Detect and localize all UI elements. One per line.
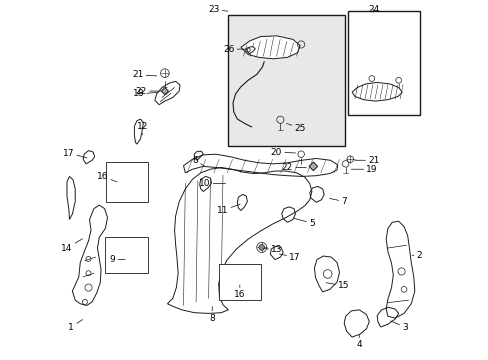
Text: 1: 1 (68, 320, 82, 332)
Text: 4: 4 (356, 335, 361, 350)
Text: 6: 6 (192, 156, 204, 166)
Text: 11: 11 (216, 204, 240, 215)
Text: 14: 14 (61, 239, 82, 253)
Text: 21: 21 (354, 156, 379, 165)
Text: 10: 10 (199, 179, 225, 188)
Text: 12: 12 (136, 122, 148, 135)
Text: 15: 15 (325, 281, 348, 290)
Circle shape (115, 180, 121, 186)
Text: 7: 7 (329, 197, 346, 206)
Text: 8: 8 (209, 306, 215, 323)
Text: 25: 25 (286, 123, 305, 132)
Circle shape (227, 281, 233, 287)
Text: 24: 24 (367, 5, 379, 14)
Text: 17: 17 (279, 253, 300, 262)
Text: 20: 20 (270, 148, 295, 157)
Text: 21: 21 (132, 71, 157, 80)
Text: 16: 16 (97, 172, 117, 182)
Bar (219, 264, 260, 300)
Text: 22: 22 (281, 163, 305, 172)
Text: 23: 23 (207, 5, 227, 14)
Polygon shape (308, 162, 317, 171)
Polygon shape (161, 87, 168, 95)
Bar (228, 15, 344, 146)
Text: 17: 17 (62, 149, 87, 158)
Bar (106, 162, 147, 202)
Polygon shape (351, 82, 402, 101)
Polygon shape (241, 36, 300, 59)
Text: 19: 19 (350, 165, 377, 174)
Bar (104, 237, 147, 273)
Text: 18: 18 (132, 89, 157, 98)
Text: 9: 9 (109, 255, 125, 264)
Circle shape (258, 244, 264, 250)
Circle shape (115, 257, 121, 262)
Polygon shape (246, 46, 255, 54)
Text: 3: 3 (390, 321, 407, 332)
Text: 13: 13 (263, 246, 283, 255)
Text: 2: 2 (411, 251, 422, 260)
Text: 5: 5 (293, 219, 314, 228)
Text: 16: 16 (234, 285, 245, 299)
Text: 26: 26 (223, 45, 246, 54)
Text: 22: 22 (136, 86, 161, 95)
Bar (348, 12, 419, 116)
